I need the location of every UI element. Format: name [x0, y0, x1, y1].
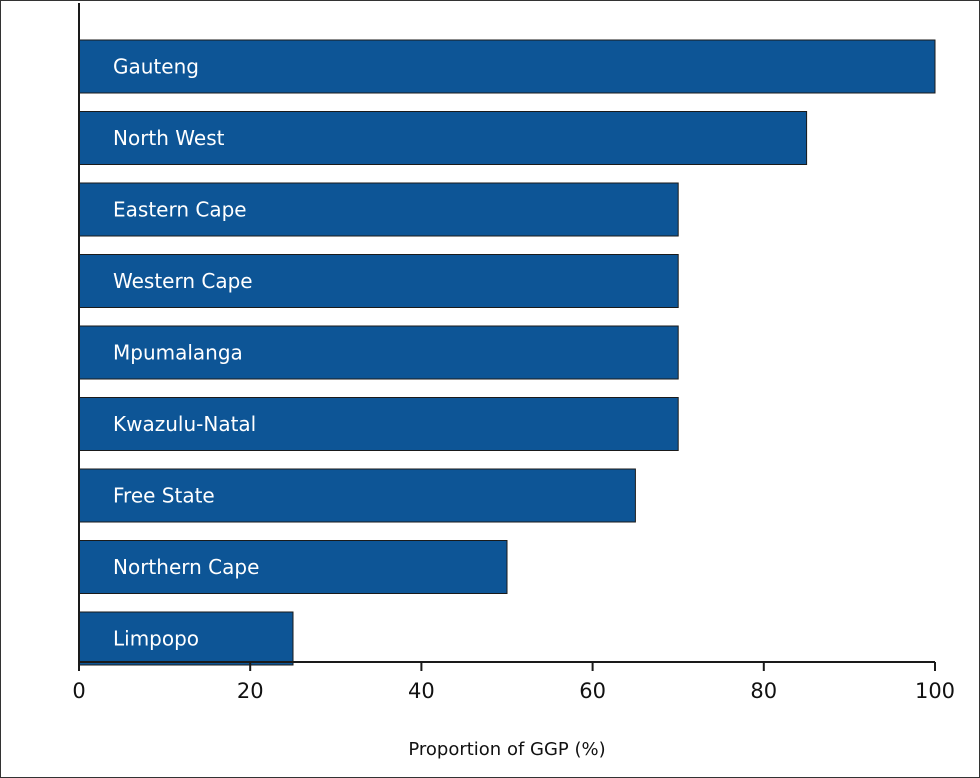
bar-label: Limpopo: [113, 627, 199, 651]
bar-mpumalanga: Mpumalanga: [78, 325, 679, 380]
bar-label: Eastern Cape: [113, 198, 247, 222]
x-tick-label: 100: [915, 679, 955, 703]
bar-rect: [78, 540, 508, 594]
bar-label: North West: [113, 126, 225, 150]
bar-rect: [78, 182, 679, 237]
bars-group: Gauteng North West Eastern Cape Western Cap…: [78, 39, 936, 666]
bar-rect: [78, 468, 636, 523]
bar-eastern-cape: Eastern Cape: [78, 182, 679, 237]
bar-label: Northern Cape: [113, 555, 259, 579]
bar-rect: [78, 254, 679, 308]
bar-free-state: Free State: [78, 468, 636, 523]
bar-rect: [78, 397, 679, 451]
bar-label: Free State: [113, 484, 215, 508]
bar-label: Gauteng: [113, 55, 199, 79]
bar-rect: [78, 325, 679, 380]
bar-limpopo: Limpopo: [78, 611, 294, 666]
x-ticks-group: 0 20 40 60 80 100: [72, 662, 955, 703]
bar-north-west: North West: [78, 111, 808, 165]
bar-label: Mpumalanga: [113, 341, 243, 365]
bar-rect: [78, 111, 808, 165]
x-tick-label: 20: [237, 679, 264, 703]
bar-label: Western Cape: [113, 269, 253, 293]
axes-group: 0 20 40 60 80 100: [72, 3, 955, 703]
x-tick-label: 60: [579, 679, 606, 703]
bar-kwazulu-natal: Kwazulu-Natal: [78, 397, 679, 451]
x-tick-label: 40: [408, 679, 435, 703]
x-tick-label: 80: [750, 679, 777, 703]
bar-gauteng: Gauteng: [78, 39, 936, 94]
x-axis-title: Proportion of GGP (%): [408, 739, 605, 760]
x-tick-label: 0: [72, 679, 85, 703]
bar-label: Kwazulu-Natal: [113, 412, 256, 436]
bar-northern-cape: Northern Cape: [78, 540, 508, 594]
bar-rect: [78, 39, 936, 94]
bar-western-cape: Western Cape: [78, 254, 679, 308]
